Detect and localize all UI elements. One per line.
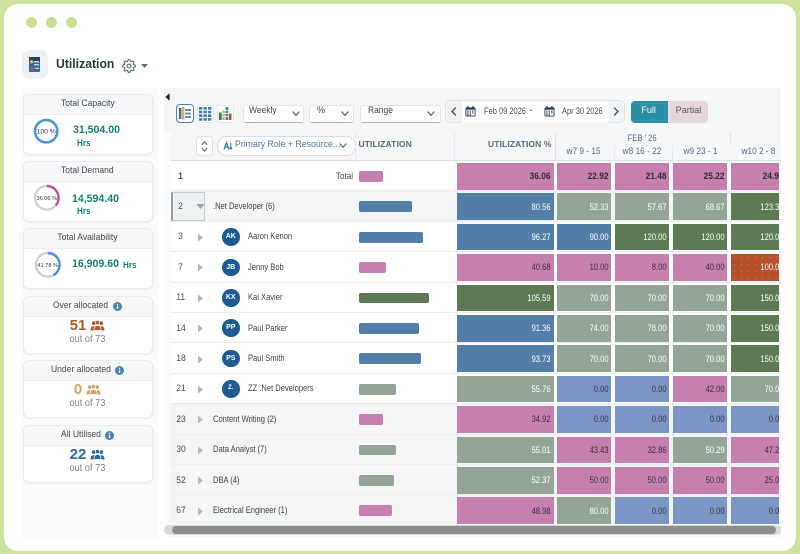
svg-text:36.06 %: 36.06 %: [37, 196, 58, 202]
svg-text:100 %: 100 %: [37, 129, 56, 136]
svg-text:41.78 %: 41.78 %: [37, 263, 58, 269]
